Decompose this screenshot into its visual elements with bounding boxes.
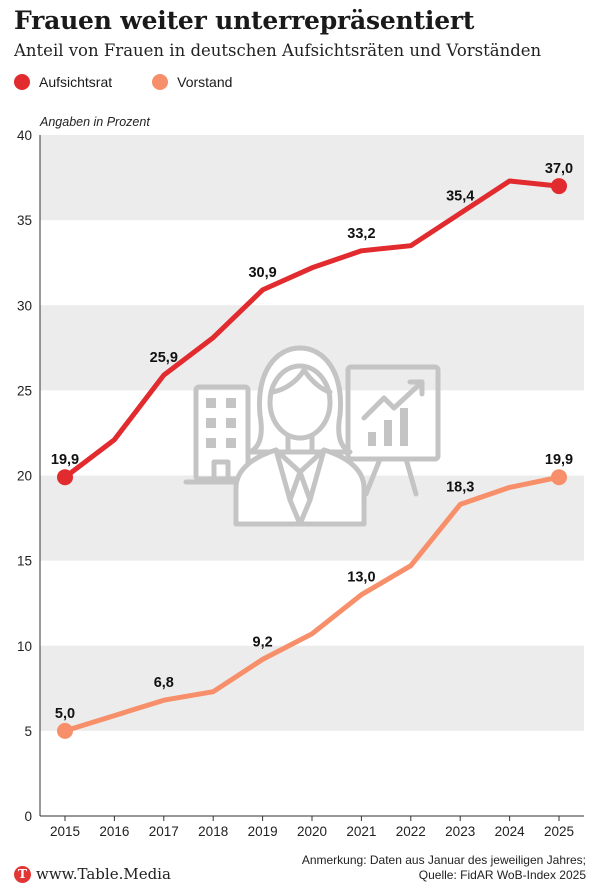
data-label-vorstand-2021: 13,0 xyxy=(347,570,375,586)
x-tick-label: 2017 xyxy=(149,824,179,839)
data-label-aufsichtsrat-2019: 30,9 xyxy=(248,265,276,281)
data-label-aufsichtsrat-2025: 37,0 xyxy=(545,161,573,177)
series-lines xyxy=(62,178,562,734)
y-tick-label: 25 xyxy=(17,383,32,398)
x-tick-label: 2019 xyxy=(248,824,278,839)
series-points xyxy=(57,178,567,739)
logo-text: www.Table.Media xyxy=(36,865,171,883)
legend-label-vorstand: Vorstand xyxy=(177,74,233,90)
series-line-aufsichtsrat xyxy=(62,178,562,480)
series-point-aufsichtsrat-2015 xyxy=(57,469,73,486)
y-tick-label: 15 xyxy=(17,554,32,569)
data-label-vorstand-2017: 6,8 xyxy=(154,675,174,691)
y-tick-label: 10 xyxy=(17,639,32,654)
chart-title: Frauen weiter unterrepräsentiert xyxy=(14,6,475,35)
legend-label-aufsichtsrat: Aufsichtsrat xyxy=(39,74,113,90)
y-tick-label: 40 xyxy=(17,128,32,143)
data-label-aufsichtsrat-2021: 33,2 xyxy=(347,226,375,242)
data-label-vorstand-2019: 9,2 xyxy=(253,634,273,650)
y-tick-label: 35 xyxy=(17,213,32,228)
legend-item-vorstand: Vorstand xyxy=(152,74,232,90)
source-note: Anmerkung: Daten aus Januar des jeweilig… xyxy=(302,853,586,883)
chart-subtitle: Anteil von Frauen in deutschen Aufsichts… xyxy=(14,41,542,60)
y-tick-label: 20 xyxy=(17,469,32,484)
x-tick-label: 2024 xyxy=(495,824,526,839)
legend-dot-vorstand xyxy=(152,74,169,90)
legend-item-aufsichtsrat: Aufsichtsrat xyxy=(14,74,112,90)
x-tick-label: 2020 xyxy=(297,824,327,839)
y-tick-label: 5 xyxy=(24,724,32,739)
data-label-vorstand-2023: 18,3 xyxy=(446,479,474,495)
series-point-vorstand-2025 xyxy=(551,469,567,486)
y-axis-ticks: 0 5 10 15 20 25 30 35 40 xyxy=(17,128,32,824)
legend: Aufsichtsrat Vorstand xyxy=(14,74,272,90)
data-label-vorstand-2015: 5,0 xyxy=(55,706,75,722)
x-tick-label: 2015 xyxy=(50,824,80,839)
data-labels: 19,9 25,9 30,9 33,2 35,4 37,0 5,0 6,8 9,2 13,0 18,… xyxy=(51,161,573,722)
data-label-aufsichtsrat-2017: 25,9 xyxy=(150,350,178,366)
x-tick-label: 2018 xyxy=(198,824,228,839)
data-label-aufsichtsrat-2023: 35,4 xyxy=(446,188,474,204)
band-35-40 xyxy=(40,135,584,221)
x-tick-label: 2023 xyxy=(445,824,475,839)
unit-label: Angaben in Prozent xyxy=(40,115,150,129)
y-tick-label: 0 xyxy=(24,809,32,824)
data-label-aufsichtsrat-2015: 19,9 xyxy=(51,452,79,468)
series-line-vorstand xyxy=(62,474,562,734)
x-tick-label: 2021 xyxy=(346,824,376,839)
band-5-10 xyxy=(40,645,584,731)
legend-dot-aufsichtsrat xyxy=(14,74,30,90)
data-label-vorstand-2025: 19,9 xyxy=(545,452,573,468)
table-media-logo[interactable]: T www.Table.Media xyxy=(14,865,171,883)
source-note-line-2: Quelle: FidAR WoB-Index 2025 xyxy=(418,868,586,882)
source-note-line-1: Anmerkung: Daten aus Januar des jeweilig… xyxy=(301,853,586,867)
businesswoman-presentation-icon xyxy=(183,345,441,527)
x-tick-label: 2025 xyxy=(544,824,574,839)
x-tick-label: 2016 xyxy=(99,824,129,839)
series-point-aufsichtsrat-2025 xyxy=(551,178,567,195)
x-axis-ticks: 2015 2016 2017 2018 2019 2020 2021 2022 2023 2024… xyxy=(40,815,584,839)
series-point-vorstand-2015 xyxy=(57,722,73,739)
logo-mark-icon: T xyxy=(14,865,31,883)
x-tick-label: 2022 xyxy=(396,824,426,839)
y-tick-label: 30 xyxy=(17,298,32,313)
